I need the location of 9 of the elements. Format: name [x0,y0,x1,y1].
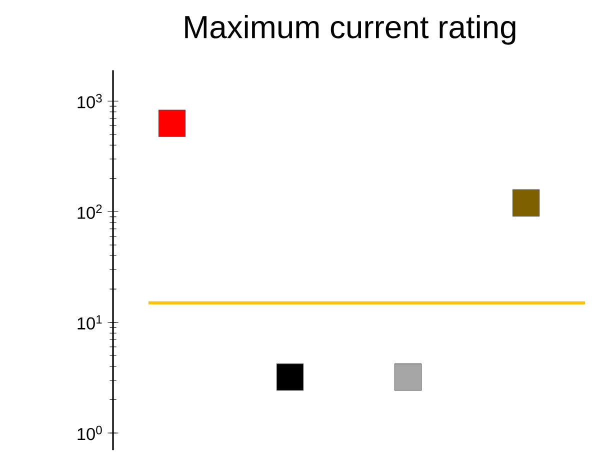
y-tick-label: 10$^{1}$ [78,315,102,330]
y-tick-label: 10$^{2}$ [78,204,102,219]
point [394,364,422,391]
y-tick-label: 10$^{3}$ [78,94,102,108]
y-tick-label: 10$^{0}$ [78,426,102,440]
point [158,110,186,137]
chart-title: Maximum current rating [185,14,516,45]
point [276,364,304,391]
point [512,189,540,217]
